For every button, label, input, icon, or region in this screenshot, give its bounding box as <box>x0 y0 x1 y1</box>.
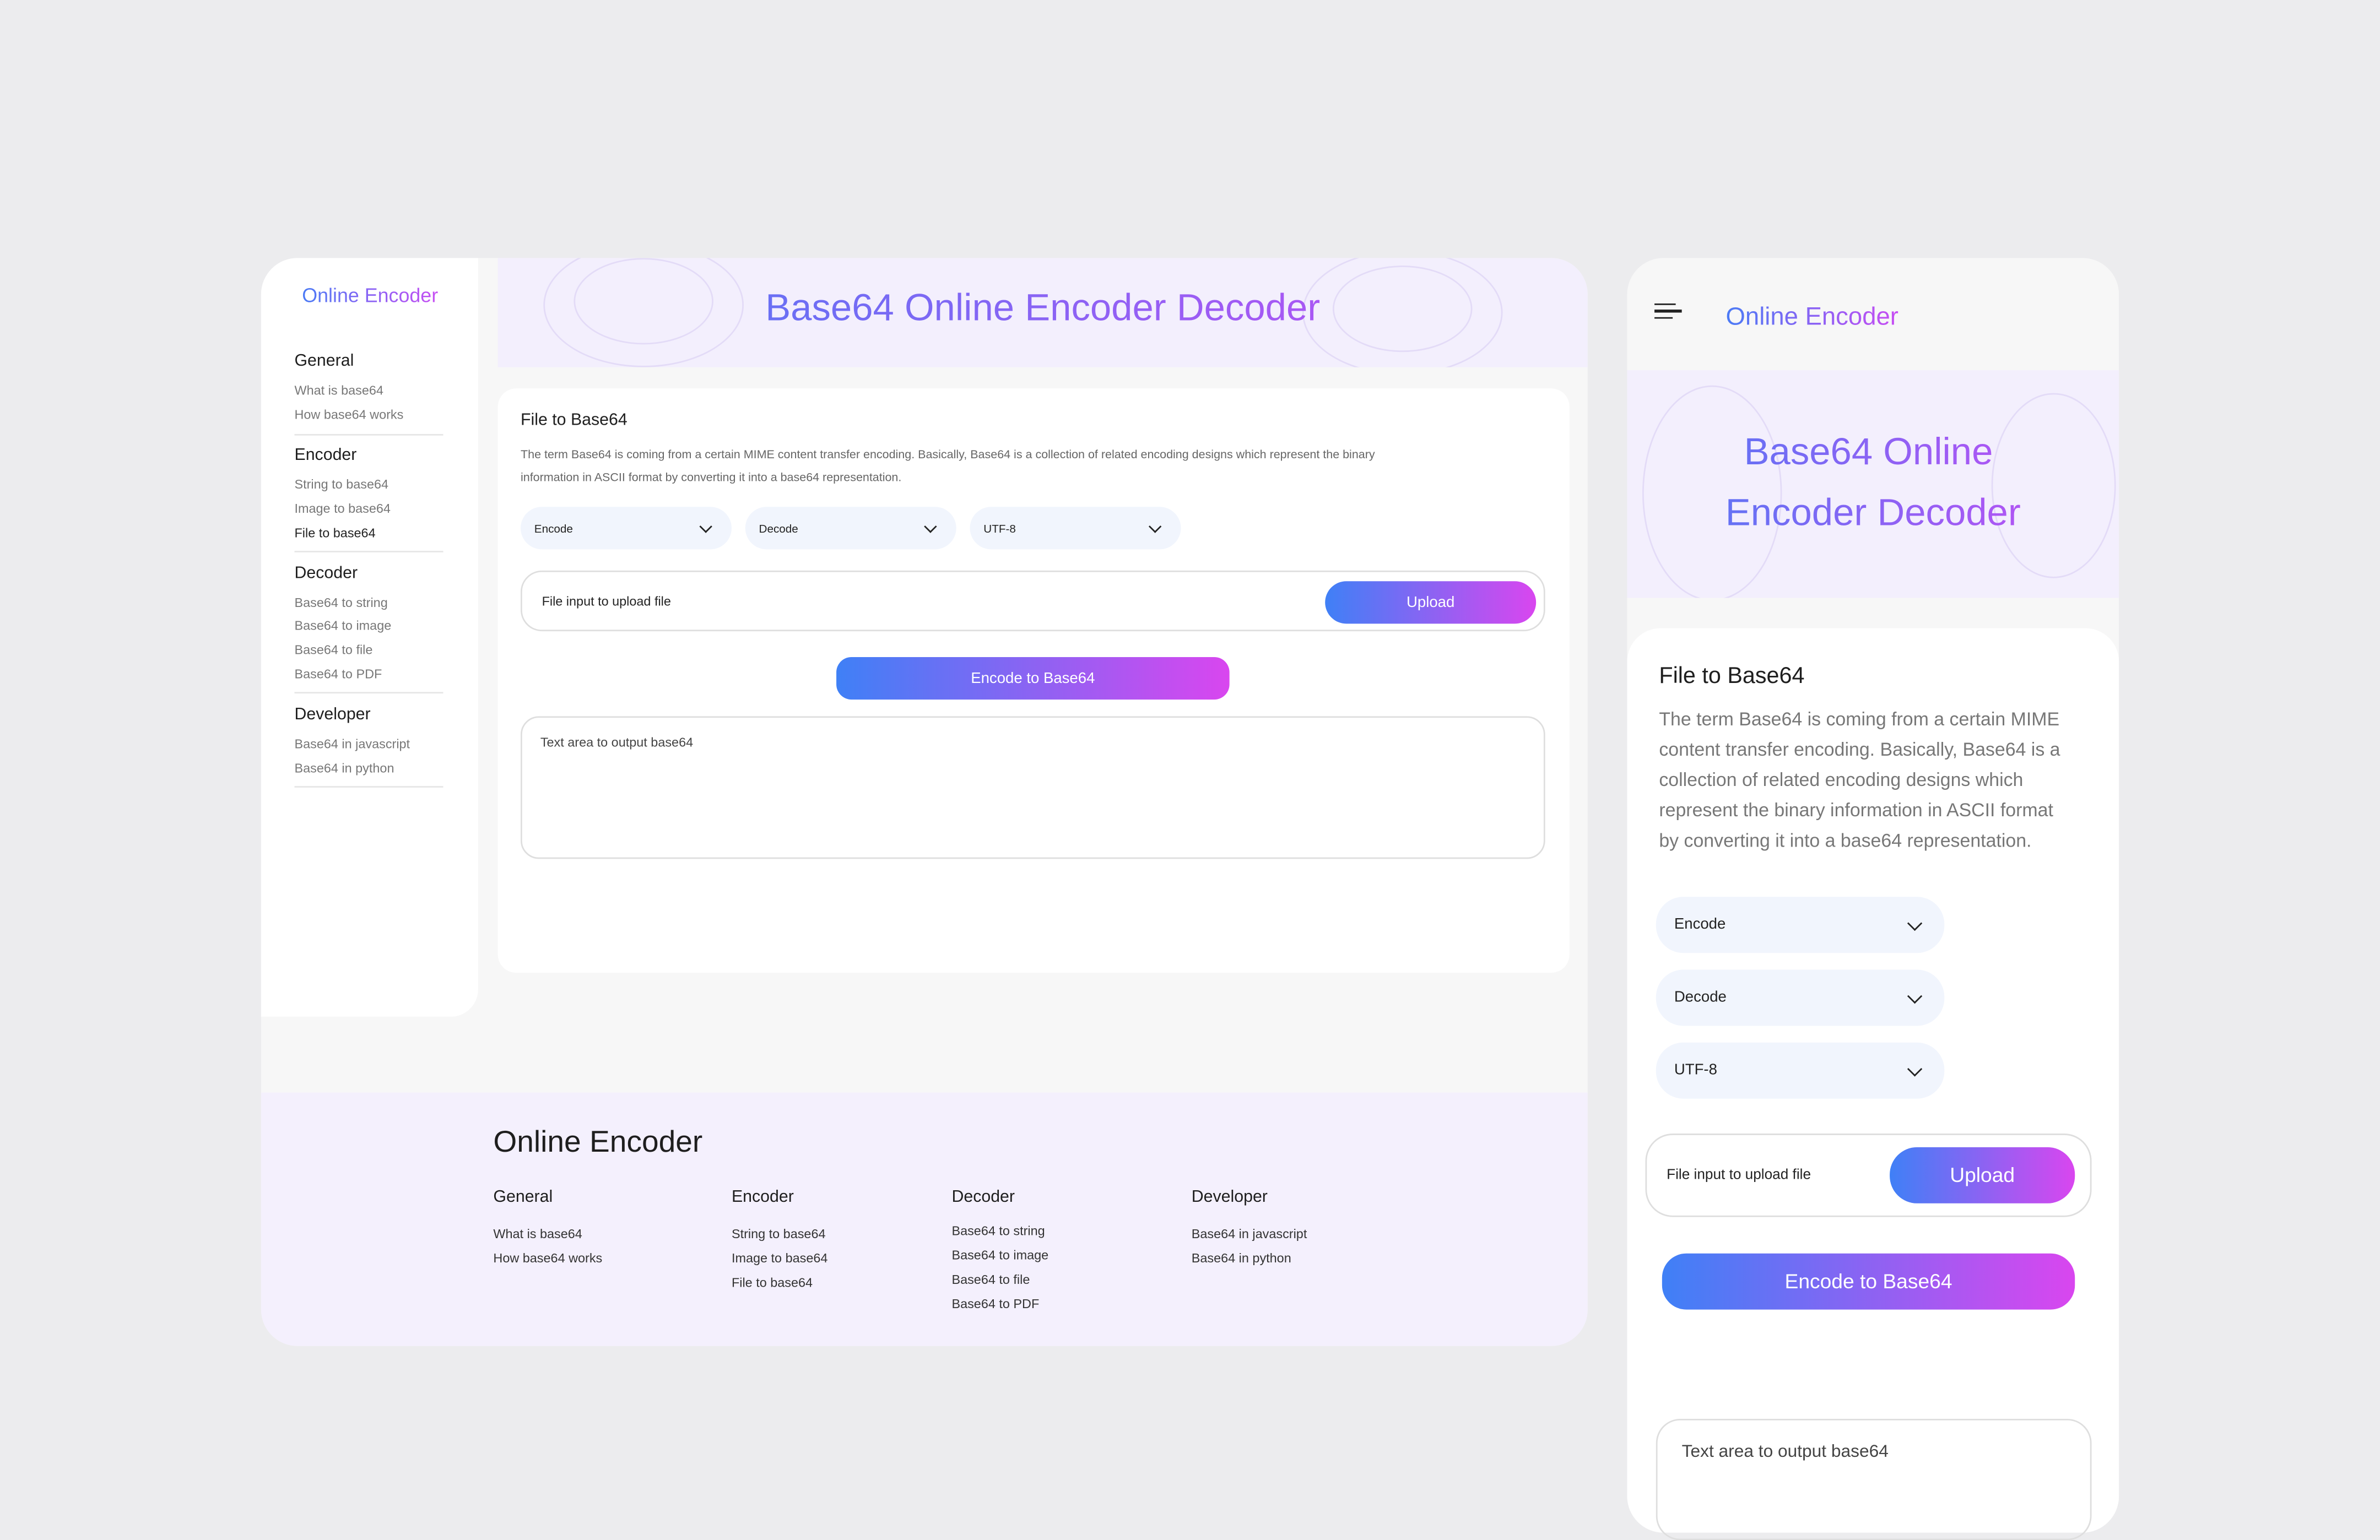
footer-brand: Online Encoder <box>493 1126 703 1159</box>
sidebar-item-base64-in-javascript[interactable]: Base64 in javascript <box>294 736 410 751</box>
sidebar-item-base64-to-file[interactable]: Base64 to file <box>294 642 373 657</box>
footer-link[interactable]: Base64 to PDF <box>951 1295 1040 1311</box>
chevron-down-icon <box>1907 1060 1923 1076</box>
mobile-file-input[interactable] <box>1645 1134 2092 1217</box>
output-placeholder: Text area to output base64 <box>540 734 694 750</box>
decorative-wave <box>574 258 713 345</box>
mobile-hero-title-line1: Base64 Online <box>1627 431 2109 475</box>
sidebar-item-base64-to-string[interactable]: Base64 to string <box>294 594 388 610</box>
chevron-down-icon <box>1907 988 1923 1003</box>
sidebar-item-base64-to-image[interactable]: Base64 to image <box>294 617 392 633</box>
mobile-mode-select-encode[interactable]: Encode <box>1656 897 1945 953</box>
sidebar-item-string-to-base64[interactable]: String to base64 <box>294 476 389 492</box>
select-value: Encode <box>1674 917 1726 934</box>
footer-link[interactable]: Base64 to string <box>951 1223 1045 1239</box>
mobile-brand[interactable]: Online Encoder <box>1726 303 1898 332</box>
decorative-wave <box>1332 265 1473 353</box>
charset-select[interactable]: UTF-8 <box>970 507 1181 550</box>
upload-button[interactable]: Upload <box>1325 581 1537 624</box>
mobile-file-input-label: File input to upload file <box>1667 1167 1811 1184</box>
footer-heading-encoder: Encoder <box>731 1188 794 1207</box>
mobile-card-description: The term Base64 is coming from a certain… <box>1659 708 2060 852</box>
footer-heading-developer: Developer <box>1191 1188 1268 1207</box>
footer-link[interactable]: String to base64 <box>731 1226 826 1241</box>
card-description: The term Base64 is coming from a certain… <box>520 447 1375 484</box>
select-value: Decode <box>759 521 798 535</box>
chevron-down-icon <box>699 519 712 533</box>
mobile-upload-button[interactable]: Upload <box>1890 1147 2075 1203</box>
decorative-wave <box>1642 385 1782 598</box>
output-textarea[interactable] <box>520 716 1545 859</box>
chevron-down-icon <box>1148 519 1162 533</box>
footer-link[interactable]: Base64 to image <box>951 1247 1049 1263</box>
sidebar-brand[interactable]: Online Encoder <box>302 284 439 307</box>
mobile-output-placeholder: Text area to output base64 <box>1681 1443 1889 1462</box>
select-value: Encode <box>534 521 573 535</box>
mobile-hero-title-line2: Encoder Decoder <box>1627 492 2119 536</box>
sidebar-heading-general: General <box>294 352 354 371</box>
footer <box>261 1092 1588 1346</box>
footer-heading-decoder: Decoder <box>951 1188 1015 1207</box>
footer-link[interactable]: Base64 to file <box>951 1271 1030 1287</box>
sidebar-item-image-to-base64[interactable]: Image to base64 <box>294 501 391 516</box>
select-value: UTF-8 <box>983 521 1016 535</box>
divider <box>294 551 443 552</box>
hero-banner <box>497 258 1588 367</box>
mobile-output-textarea[interactable] <box>1656 1419 2092 1540</box>
mobile-encode-button[interactable]: Encode to Base64 <box>1662 1253 2075 1310</box>
footer-link[interactable]: File to base64 <box>731 1275 813 1290</box>
sidebar <box>261 258 478 1017</box>
chevron-down-icon <box>1907 915 1923 930</box>
select-value: Decode <box>1674 989 1727 1006</box>
card-title: File to Base64 <box>520 411 628 430</box>
chevron-down-icon <box>924 519 937 533</box>
sidebar-heading-decoder: Decoder <box>294 564 358 583</box>
sidebar-heading-developer: Developer <box>294 706 371 724</box>
decorative-wave <box>1991 393 2116 578</box>
divider <box>294 786 443 788</box>
sidebar-item-base64-in-python[interactable]: Base64 in python <box>294 760 394 776</box>
footer-heading-general: General <box>493 1188 553 1207</box>
mode-select-decode[interactable]: Decode <box>745 507 956 550</box>
file-input-label: File input to upload file <box>542 593 671 609</box>
mobile-hero <box>1627 370 2119 598</box>
sidebar-item-base64-to-pdf[interactable]: Base64 to PDF <box>294 666 382 682</box>
hamburger-icon[interactable] <box>1654 303 1682 322</box>
footer-link[interactable]: Base64 in javascript <box>1191 1226 1307 1241</box>
hero-title: Base64 Online Encoder Decoder <box>498 287 1588 331</box>
mobile-frame <box>1627 258 2119 1533</box>
select-value: UTF-8 <box>1674 1062 1717 1079</box>
encode-button[interactable]: Encode to Base64 <box>836 657 1230 700</box>
mode-select-encode[interactable]: Encode <box>520 507 732 550</box>
footer-link[interactable]: How base64 works <box>493 1250 603 1266</box>
decorative-wave <box>1302 258 1503 367</box>
mobile-mode-select-decode[interactable]: Decode <box>1656 969 1945 1026</box>
mobile-card-title: File to Base64 <box>1659 663 1805 689</box>
divider <box>294 692 443 694</box>
sidebar-item-file-to-base64[interactable]: File to base64 <box>294 525 376 540</box>
footer-link[interactable]: Image to base64 <box>731 1250 828 1266</box>
sidebar-item-how-base64-works[interactable]: How base64 works <box>294 406 404 422</box>
sidebar-heading-encoder: Encoder <box>294 446 357 465</box>
footer-link[interactable]: Base64 in python <box>1191 1250 1291 1266</box>
file-input[interactable] <box>520 570 1545 632</box>
sidebar-item-what-is-base64[interactable]: What is base64 <box>294 382 383 398</box>
mobile-charset-select[interactable]: UTF-8 <box>1656 1042 1945 1099</box>
divider <box>294 433 443 436</box>
footer-link[interactable]: What is base64 <box>493 1226 582 1241</box>
decorative-wave <box>543 258 744 367</box>
